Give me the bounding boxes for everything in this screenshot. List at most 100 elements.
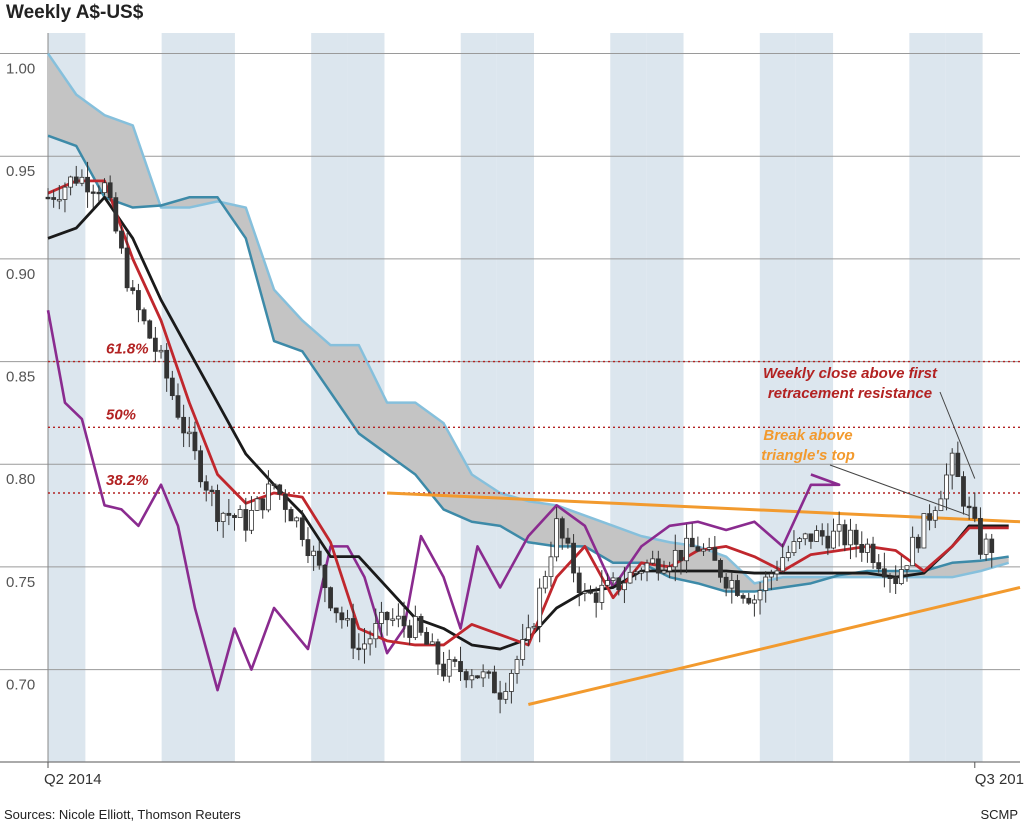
candle-body bbox=[192, 431, 198, 452]
candle-body bbox=[689, 537, 695, 548]
break-above-leader bbox=[829, 464, 970, 517]
candle-body bbox=[243, 509, 249, 531]
candle-body bbox=[559, 518, 565, 539]
candle-body bbox=[678, 549, 684, 562]
candle-body bbox=[113, 197, 119, 232]
candle-body bbox=[853, 529, 859, 545]
candle-body bbox=[616, 577, 622, 591]
candle-body bbox=[102, 182, 107, 194]
candle-body bbox=[825, 535, 831, 549]
candle-body bbox=[571, 542, 576, 574]
candle-body bbox=[62, 186, 68, 200]
candle-body bbox=[56, 199, 62, 202]
weekly-close-text: Weekly close above first bbox=[763, 365, 938, 382]
candle-body bbox=[458, 661, 463, 673]
candle-body bbox=[650, 558, 656, 564]
candle-body bbox=[220, 512, 226, 522]
candle-body bbox=[288, 509, 294, 522]
candle-body bbox=[876, 562, 882, 570]
candle-body bbox=[277, 484, 283, 495]
candle-body bbox=[265, 483, 271, 511]
y-tick-label: 0.95 bbox=[6, 163, 35, 180]
candle-body bbox=[819, 530, 825, 537]
candle-body bbox=[130, 287, 136, 291]
y-tick-label: 1.00 bbox=[6, 61, 35, 78]
candle-body bbox=[757, 590, 763, 601]
fib-levels: 61.8% 50% 38.2% bbox=[48, 341, 1020, 494]
candle-body bbox=[774, 570, 780, 575]
candle-body bbox=[441, 663, 446, 677]
candle-body bbox=[316, 550, 322, 566]
candle-body bbox=[175, 395, 181, 418]
candle-body bbox=[79, 176, 85, 184]
candle-body bbox=[136, 290, 141, 311]
candle-body bbox=[435, 641, 441, 665]
candle-body bbox=[983, 538, 989, 555]
candle-body bbox=[68, 176, 74, 188]
candle-body bbox=[961, 476, 966, 507]
candle-body bbox=[232, 515, 237, 518]
candle-body bbox=[927, 513, 932, 521]
candle-body bbox=[605, 580, 610, 586]
candle-body bbox=[735, 580, 740, 596]
y-tick-label: 0.90 bbox=[6, 266, 35, 283]
y-tick-label: 0.85 bbox=[6, 369, 35, 386]
candle-body bbox=[345, 618, 350, 621]
candle-body bbox=[966, 505, 972, 509]
chart-title: Weekly A$-US$ bbox=[6, 2, 144, 23]
x-tick-label-end: Q3 2017 bbox=[975, 771, 1024, 788]
candle-body bbox=[904, 565, 910, 570]
candle-body bbox=[972, 506, 978, 519]
candle-body bbox=[51, 197, 57, 200]
quarter-band bbox=[759, 33, 796, 762]
candle-body bbox=[429, 641, 435, 645]
candle-body bbox=[780, 557, 786, 572]
candle-body bbox=[452, 659, 458, 662]
candle-body bbox=[486, 671, 492, 674]
candle-body bbox=[644, 562, 650, 573]
candle-body bbox=[633, 571, 639, 574]
annotations: Weekly close above first retracement resi… bbox=[761, 365, 976, 517]
quarter-band bbox=[48, 33, 86, 762]
candle-body bbox=[599, 584, 605, 603]
candle-body bbox=[463, 671, 469, 681]
candle-body bbox=[655, 558, 661, 574]
candle-body bbox=[367, 638, 373, 645]
candle-body bbox=[203, 481, 209, 491]
quarter-band bbox=[460, 33, 497, 762]
candle-body bbox=[350, 618, 356, 649]
quarter-band bbox=[610, 33, 647, 762]
candle-body bbox=[944, 474, 949, 500]
candle-body bbox=[198, 450, 203, 483]
candle-body bbox=[814, 530, 819, 542]
candle-body bbox=[418, 616, 424, 633]
candle-body bbox=[362, 643, 367, 650]
candle-body bbox=[407, 625, 413, 638]
candle-body bbox=[791, 541, 797, 554]
candle-body bbox=[339, 612, 345, 621]
candle-body bbox=[768, 573, 774, 578]
candle-body bbox=[209, 489, 215, 493]
candle-body bbox=[797, 538, 803, 542]
candle-body bbox=[910, 536, 916, 567]
candle-body bbox=[85, 176, 90, 193]
candle-body bbox=[299, 517, 305, 540]
candle-body bbox=[311, 550, 317, 557]
candle-body bbox=[661, 570, 667, 574]
candle-body bbox=[475, 675, 480, 679]
candle-body bbox=[588, 591, 593, 594]
candle-body bbox=[898, 569, 904, 584]
candle-body bbox=[45, 196, 51, 200]
candle-body bbox=[412, 616, 418, 638]
candle-body bbox=[254, 498, 260, 511]
quarter-band bbox=[945, 33, 983, 762]
candle-body bbox=[921, 513, 927, 549]
candle-body bbox=[520, 639, 526, 660]
candle-body bbox=[260, 498, 266, 511]
axis-labels: 1.00 0.95 0.90 0.85 0.80 0.75 0.70 Q2 2014 Q3 20… bbox=[6, 61, 1024, 788]
candle-body bbox=[469, 675, 475, 681]
span-b-line bbox=[46, 52, 1010, 585]
candle-body bbox=[718, 559, 723, 578]
candle-body bbox=[169, 377, 175, 397]
